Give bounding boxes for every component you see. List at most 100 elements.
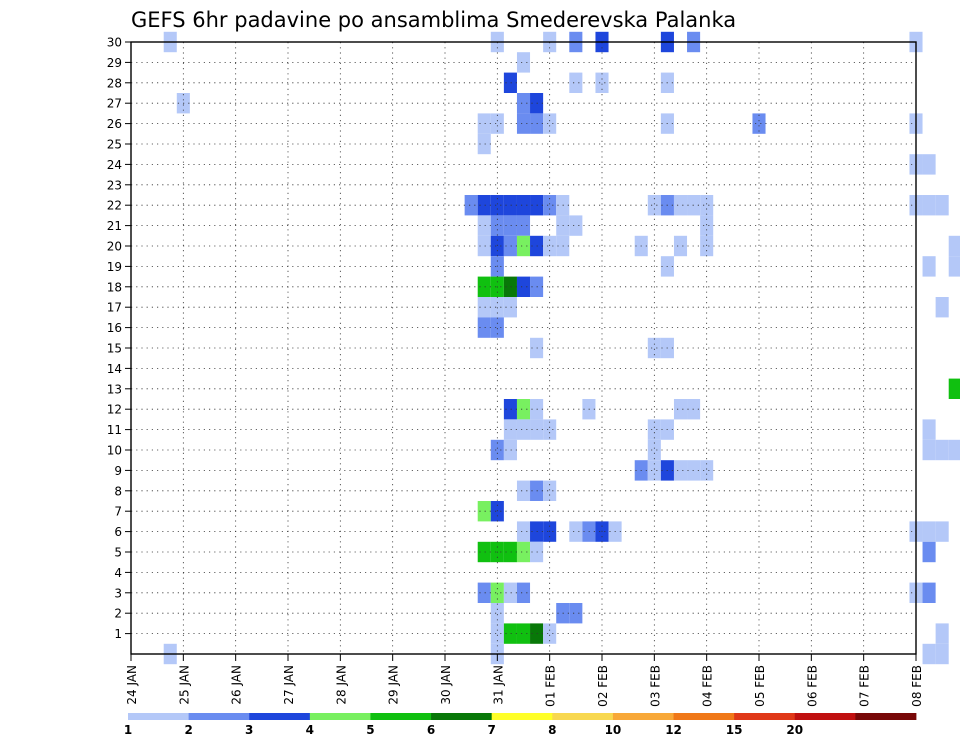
y-tick-label: 18 xyxy=(107,280,122,294)
heatmap-cell xyxy=(700,195,714,216)
x-tick-label: 02 FEB xyxy=(596,665,610,707)
colorbar-swatch xyxy=(673,713,735,720)
heatmap-cell xyxy=(503,419,517,440)
y-tick-label: 29 xyxy=(107,56,122,70)
heatmap-cell xyxy=(922,582,936,603)
heatmap-cell xyxy=(516,276,531,297)
heatmap-cell xyxy=(503,276,517,297)
y-tick-label: 19 xyxy=(107,260,122,274)
colorbar-swatch xyxy=(309,713,371,720)
heatmap-cell xyxy=(922,154,936,175)
heatmap-cell xyxy=(948,235,960,257)
y-tick-label: 14 xyxy=(107,362,122,376)
y-tick-label: 26 xyxy=(107,117,122,131)
heatmap-cell xyxy=(922,195,936,216)
heatmap-cell xyxy=(647,195,661,216)
x-tick-label: 26 JAN xyxy=(230,665,244,705)
colorbar-label: 15 xyxy=(726,723,743,737)
heatmap-cell xyxy=(569,72,583,93)
colorbar-swatch xyxy=(370,713,432,720)
colorbar-label: 10 xyxy=(605,723,622,737)
heatmap-cell xyxy=(530,276,544,297)
heatmap-cell xyxy=(530,337,544,359)
heatmap-cell xyxy=(530,235,544,257)
heatmap-cell xyxy=(490,582,504,603)
heatmap-cell xyxy=(516,521,531,542)
heatmap-cells xyxy=(163,31,960,665)
colorbar-swatch xyxy=(855,713,917,720)
heatmap-cell xyxy=(647,439,661,461)
y-tick-label: 8 xyxy=(114,484,122,498)
heatmap-cell xyxy=(569,215,583,236)
colorbar-swatch xyxy=(188,713,250,720)
heatmap-cell xyxy=(922,439,936,461)
heatmap-cell xyxy=(503,623,517,644)
y-tick-label: 6 xyxy=(114,525,122,539)
colorbar: 1 2 3 4 5 6 7 8 10 12 15 20 xyxy=(124,713,917,737)
heatmap-cell xyxy=(935,521,949,542)
plot-frame xyxy=(130,41,917,655)
x-tick-label: 30 JAN xyxy=(439,665,453,705)
y-tick-label: 2 xyxy=(114,607,122,621)
x-axis-ticks: 24 JAN 25 JAN 26 JAN 27 JAN 28 JAN 29 JAN 30 J… xyxy=(125,654,924,707)
heatmap-cell xyxy=(530,521,544,542)
colorbar-swatch xyxy=(794,713,856,720)
colorbar-swatch xyxy=(249,713,311,720)
heatmap-cell xyxy=(516,195,531,216)
heatmap-cell xyxy=(647,337,661,359)
heatmap-cell xyxy=(530,195,544,216)
heatmap-cell xyxy=(569,521,583,542)
heatmap-cell xyxy=(948,439,960,461)
heatmap-cell xyxy=(922,643,936,665)
colorbar-label: 2 xyxy=(184,723,192,737)
colorbar-swatch xyxy=(612,713,674,720)
heatmap-cell xyxy=(516,52,531,73)
heatmap-cell xyxy=(922,419,936,440)
y-tick-label: 7 xyxy=(114,505,122,519)
y-tick-label: 13 xyxy=(107,382,122,396)
heatmap-cell xyxy=(673,399,688,420)
heatmap-cell xyxy=(490,195,504,216)
heatmap-cell xyxy=(543,419,557,440)
heatmap-cell xyxy=(673,235,688,257)
heatmap-cell xyxy=(922,541,936,563)
x-tick-label: 07 FEB xyxy=(858,665,872,707)
colorbar-label: 20 xyxy=(786,723,803,737)
y-tick-label: 9 xyxy=(114,464,122,478)
chart-title: GEFS 6hr padavine po ansamblima Smederev… xyxy=(131,8,736,32)
colorbar-label: 6 xyxy=(427,723,435,737)
heatmap-cell xyxy=(700,215,714,236)
heatmap-cell xyxy=(477,195,491,216)
heatmap-cell xyxy=(490,603,504,624)
heatmap-cell xyxy=(516,215,531,236)
x-tick-label: 08 FEB xyxy=(910,665,924,707)
x-tick-label: 03 FEB xyxy=(648,665,662,707)
y-tick-label: 23 xyxy=(107,178,122,192)
heatmap-cell xyxy=(935,297,949,318)
heatmap-cell xyxy=(503,235,517,257)
heatmap-cell xyxy=(464,195,478,216)
heatmap-cell xyxy=(530,480,544,501)
y-tick-label: 27 xyxy=(107,97,122,111)
heatmap-cell xyxy=(516,399,531,420)
colorbar-swatch xyxy=(431,713,493,720)
heatmap-cell xyxy=(647,460,661,481)
x-tick-label: 31 JAN xyxy=(491,665,505,705)
heatmap-cell xyxy=(490,317,504,338)
heatmap-cell xyxy=(700,460,714,481)
heatmap-cell xyxy=(503,439,517,461)
heatmap-cell xyxy=(543,113,557,134)
y-axis-ticks: 1234567891011121314151617181920212223242… xyxy=(107,36,131,641)
colorbar-label: 8 xyxy=(548,723,556,737)
y-tick-label: 4 xyxy=(114,566,122,580)
heatmap-cell xyxy=(477,582,491,603)
colorbar-swatch xyxy=(128,713,190,720)
heatmap-cell xyxy=(477,133,491,155)
heatmap-cell xyxy=(516,623,531,644)
heatmap-cell xyxy=(530,541,544,563)
heatmap-cell xyxy=(477,276,491,297)
heatmap-cell xyxy=(477,541,491,563)
y-tick-label: 15 xyxy=(107,342,122,356)
y-tick-label: 30 xyxy=(107,36,122,50)
